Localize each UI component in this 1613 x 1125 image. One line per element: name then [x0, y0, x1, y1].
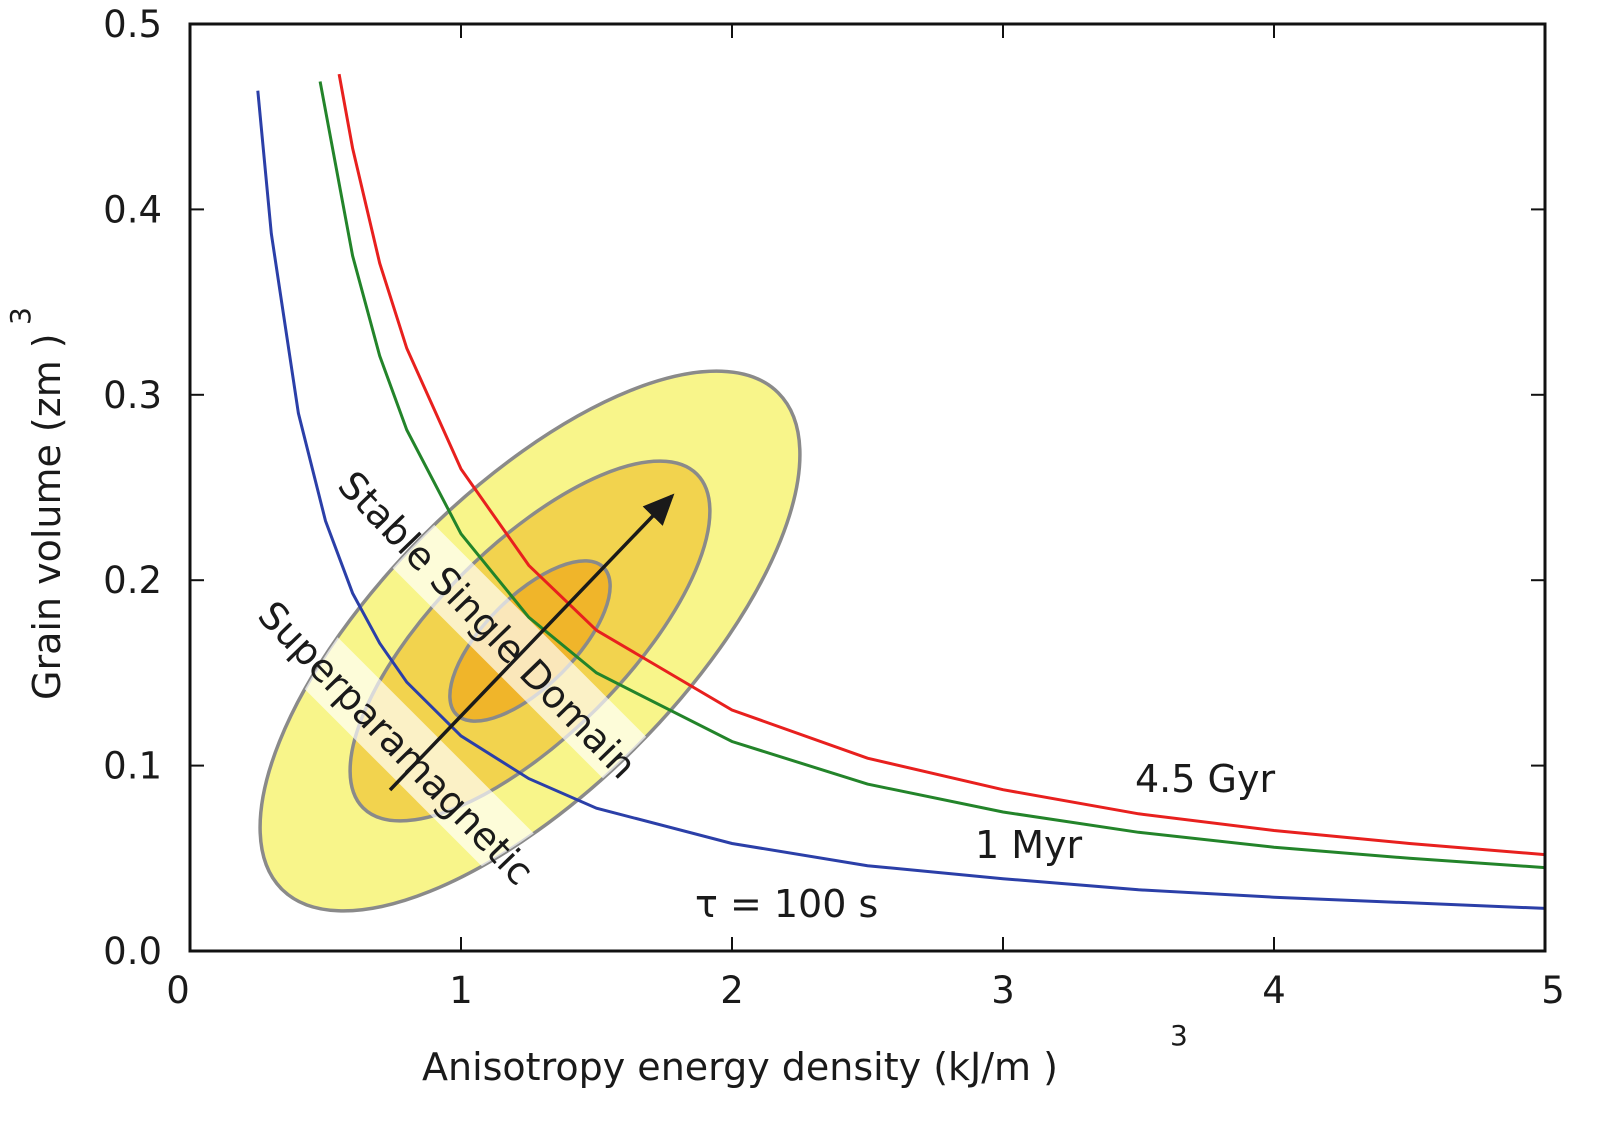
x-tick-label: 4 — [1262, 969, 1286, 1012]
relaxation-curves — [256, 73, 1545, 910]
series-line-1 — [256, 90, 1545, 910]
curve-label-gyr: 4.5 Gyr — [1135, 757, 1275, 801]
x-tick-label: 5 — [1541, 969, 1565, 1012]
trend-arrow — [388, 493, 675, 792]
series-line-3 — [337, 73, 1545, 857]
y-tick-label: 0.1 — [103, 745, 162, 788]
y-tick-label: 0.2 — [103, 559, 162, 602]
y-tick-label: 0.0 — [103, 930, 162, 973]
x-tick-label: 1 — [449, 969, 473, 1012]
grain-distribution — [175, 325, 802, 996]
x-axis-label: Anisotropy energy density (kJ/m ) — [422, 1045, 1058, 1089]
x-tick-label: 0 — [166, 969, 190, 1012]
x-tick-label: 3 — [991, 969, 1015, 1012]
y-tick-label: 0.5 — [103, 3, 162, 46]
x-tick-label: 2 — [720, 969, 744, 1012]
curve-label-tau: τ = 100 s — [695, 882, 878, 926]
y-axis-label: Grain volume (zm ) — [25, 333, 69, 700]
y-tick-label: 0.4 — [103, 188, 162, 231]
series-line-2 — [318, 81, 1545, 870]
curve-label-myr: 1 Myr — [975, 823, 1083, 867]
x-axis-label-superscript: 3 — [1170, 1019, 1188, 1052]
y-axis-label-superscript: 3 — [4, 307, 37, 325]
axis-ticks: 0 1 2 3 4 5 0.0 0.1 0.2 0.3 0.4 0.5 — [103, 3, 1565, 1012]
y-tick-label: 0.3 — [103, 374, 162, 417]
plot-frame — [188, 22, 1547, 953]
